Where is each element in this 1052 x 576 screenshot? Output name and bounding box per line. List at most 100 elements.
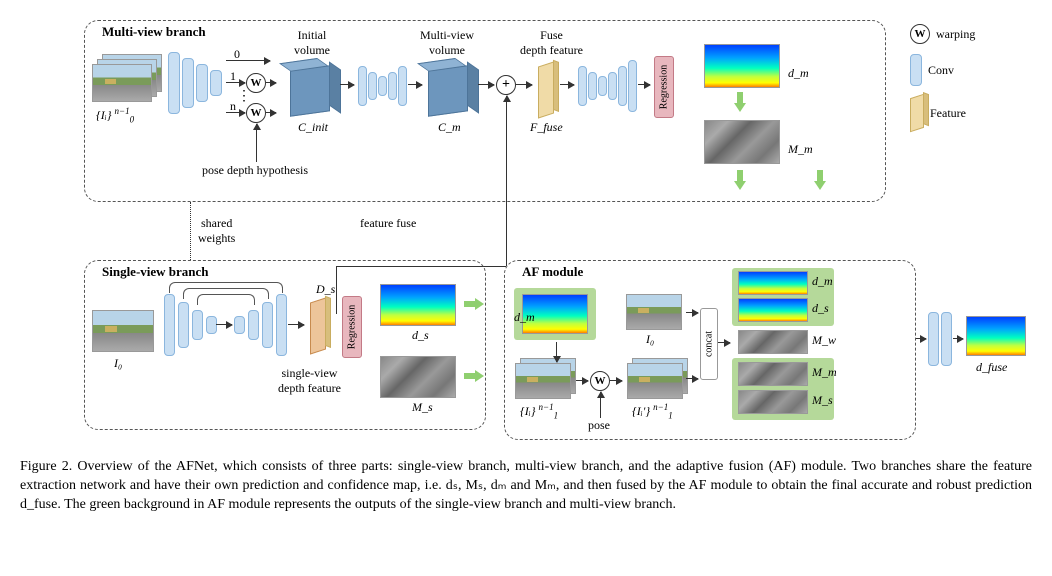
arr-to-final-conv	[916, 338, 926, 339]
hg1-2	[368, 72, 377, 100]
arr-ip-concat	[686, 378, 698, 379]
af-iset-0	[515, 363, 571, 399]
arr-from-plus	[516, 84, 532, 85]
sv-feat-up	[336, 266, 337, 314]
plus-circle: +	[496, 75, 516, 95]
enc-bar-1	[168, 52, 180, 114]
hg2-2	[588, 72, 597, 100]
skip3	[197, 294, 255, 305]
sv-b5	[234, 316, 245, 334]
caption-text: Overview of the AFNet, which consists of…	[20, 459, 1032, 512]
mm-thumb	[704, 120, 780, 164]
regression-mv: Regression	[654, 56, 674, 118]
legend-feature: Feature	[910, 96, 966, 130]
enc-bar-4	[210, 70, 222, 96]
af-pose-up	[600, 392, 601, 418]
sv-b4	[206, 316, 217, 334]
sv-feature	[310, 297, 326, 354]
arrow-w0	[226, 60, 270, 61]
sv-i0-label: I₀	[114, 356, 122, 371]
regression-sv: Regression	[342, 296, 362, 358]
hg1-3	[378, 76, 387, 96]
hg2-6	[628, 60, 637, 112]
sv-b3	[192, 310, 203, 340]
mv-volume	[428, 65, 468, 117]
arr-hg2-in	[560, 84, 574, 85]
conv-icon	[910, 54, 922, 86]
af-dm-down	[556, 342, 557, 362]
w-n: W	[246, 103, 266, 123]
hg2-5	[618, 66, 627, 106]
final-conv-1	[928, 312, 939, 366]
fuse-feat-label: Fuse depth feature	[520, 28, 583, 58]
af-pose-label: pose	[588, 418, 610, 433]
af-mm2	[738, 362, 808, 386]
ds-out-label: d_s	[412, 328, 429, 343]
shared-label: shared weights	[198, 216, 235, 246]
mv-vol-label: Multi-view volume	[420, 28, 474, 58]
arrow-wnb	[266, 112, 276, 113]
dm-label: d_m	[788, 66, 809, 81]
af-dm-label: d_m	[514, 310, 535, 325]
dm-thumb	[704, 44, 780, 88]
af-dm2-label: d_m	[812, 274, 833, 289]
legend-conv: Conv	[910, 54, 954, 86]
pose-depth-line	[256, 124, 257, 162]
concat-block: concat	[700, 308, 718, 380]
enc-bar-2	[182, 58, 194, 108]
sv-b8	[276, 294, 287, 356]
sv-b1	[164, 294, 175, 356]
c-m-label: C_m	[438, 120, 461, 135]
ms-out-label: M_s	[412, 400, 433, 415]
arr-to-plus	[478, 84, 494, 85]
init-volume	[290, 65, 330, 117]
af-mm2-label: M_m	[812, 365, 837, 380]
arr-concat-out	[718, 342, 730, 343]
af-ms2	[738, 390, 808, 414]
figure-caption: Figure 2. Overview of the AFNet, which c…	[20, 458, 1032, 515]
architecture-diagram: W warping Conv Feature Multi-view branch…	[20, 20, 1032, 450]
af-iprime-label: {Iᵢ′} n−11	[632, 402, 673, 420]
af-mw-label: M_w	[812, 333, 836, 348]
arr-hg1-out	[408, 84, 422, 85]
hg1-5	[398, 66, 407, 106]
hg2-1	[578, 66, 587, 106]
sv-b2	[178, 302, 189, 348]
mv-input-label: {Iᵢ} n−10	[96, 106, 134, 124]
legend-conv-label: Conv	[928, 63, 954, 78]
vdots: ⋮	[237, 88, 251, 105]
af-mw	[738, 330, 808, 354]
figure-number: Figure 2.	[20, 459, 72, 474]
af-ms2-label: M_s	[812, 393, 833, 408]
af-dm2	[738, 271, 808, 295]
af-ds2	[738, 298, 808, 322]
sv-b6	[248, 310, 259, 340]
sv-mid-arrow	[216, 324, 232, 325]
sv-b7	[262, 302, 273, 348]
hg2-3	[598, 76, 607, 96]
af-ds2-label: d_s	[812, 301, 829, 316]
legend-warping: W warping	[910, 24, 975, 44]
figure-container: W warping Conv Feature Multi-view branch…	[20, 20, 1032, 515]
single-feat-label: single-view depth feature	[278, 366, 341, 396]
mv-input-img-0	[92, 64, 152, 102]
c-init-label: C_init	[298, 120, 328, 135]
af-to-w	[576, 380, 588, 381]
hg1-1	[358, 66, 367, 106]
af-iset-label: {Iᵢ} n−11	[520, 402, 558, 420]
legend-warping-label: warping	[936, 27, 975, 42]
legend-feature-label: Feature	[930, 106, 966, 121]
ms-thumb	[380, 356, 456, 398]
arrow-w1b	[266, 82, 276, 83]
af-i0-thumb	[626, 294, 682, 330]
init-vol-label: Initial volume	[294, 28, 330, 58]
shared-dotted	[190, 202, 191, 260]
dfuse-thumb	[966, 316, 1026, 356]
multiview-title: Multi-view branch	[98, 24, 210, 40]
feature-icon	[910, 94, 924, 133]
arr-hg2-out	[638, 84, 650, 85]
af-from-w	[610, 380, 622, 381]
hg1-4	[388, 72, 397, 100]
w-letter: W	[915, 28, 926, 40]
arr-i0-concat	[686, 312, 698, 313]
